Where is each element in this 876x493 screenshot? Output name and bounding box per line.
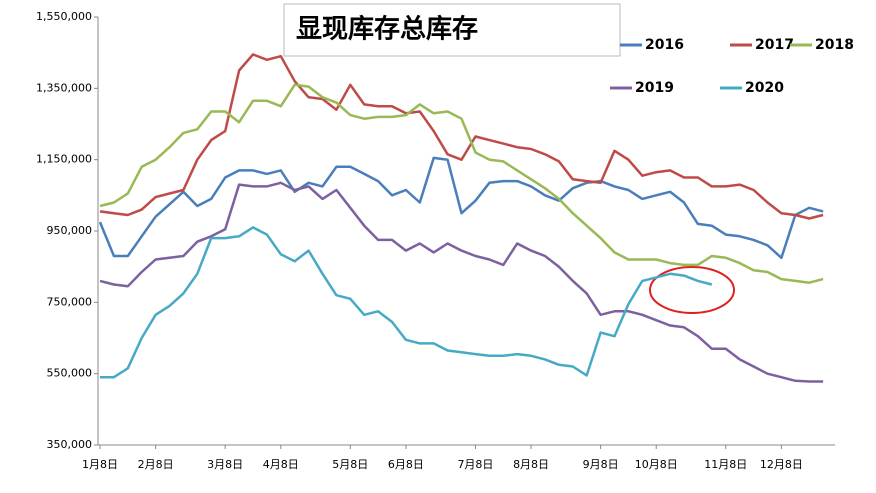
series-line: [99, 83, 824, 284]
y-tick-label: 950,000: [47, 224, 93, 237]
x-tick-label: 10月8日: [635, 458, 678, 471]
legend-label: 2020: [745, 80, 784, 96]
y-tick-label: 750,000: [47, 295, 93, 308]
x-tick-label: 1月8日: [82, 458, 118, 471]
chart-title: 显现库存总库存: [296, 15, 478, 45]
series-line: [99, 181, 824, 383]
legend-label: 2016: [645, 37, 684, 53]
legend-label: 2018: [815, 37, 854, 53]
legend-label: 2019: [635, 80, 674, 96]
x-tick-label: 4月8日: [263, 458, 299, 471]
y-tick-label: 550,000: [47, 367, 93, 380]
series-line: [99, 53, 824, 220]
x-tick-label: 9月8日: [583, 458, 619, 471]
y-tick-label: 1,350,000: [36, 81, 92, 94]
series-line: [98, 156, 824, 260]
y-tick-label: 1,150,000: [36, 153, 92, 166]
highlight-circle: [649, 266, 735, 314]
x-tick-label: 12月8日: [760, 458, 803, 471]
x-tick-label: 2月8日: [138, 458, 174, 471]
x-tick-label: 11月8日: [704, 458, 747, 471]
x-tick-label: 8月8日: [513, 458, 549, 471]
y-tick-label: 1,550,000: [36, 10, 92, 23]
x-tick-label: 6月8日: [388, 458, 424, 471]
x-tick-label: 3月8日: [207, 458, 243, 471]
x-tick-label: 5月8日: [332, 458, 368, 471]
x-tick-label: 7月8日: [457, 458, 493, 471]
title-box: [283, 3, 621, 57]
legend-label: 2017: [755, 37, 794, 53]
series-line: [100, 226, 713, 379]
y-tick-label: 350,000: [47, 438, 93, 451]
